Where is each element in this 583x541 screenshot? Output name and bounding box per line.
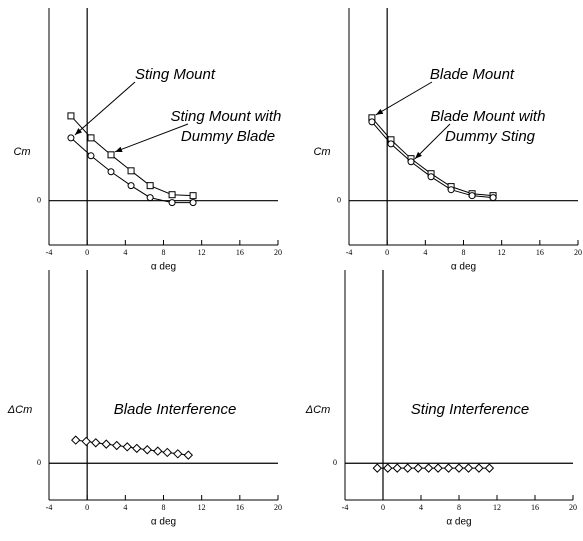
y-axis-label: Cm bbox=[313, 146, 330, 158]
x-tick-label: 20 bbox=[274, 248, 282, 257]
x-tick-label: -4 bbox=[46, 248, 53, 257]
x-axis-label: α deg bbox=[446, 517, 471, 528]
marker-diamond bbox=[392, 463, 402, 473]
x-tick-label: 0 bbox=[385, 248, 389, 257]
marker-circle bbox=[468, 192, 476, 200]
y-axis-label: Cm bbox=[13, 146, 30, 158]
x-axis-label: α deg bbox=[151, 262, 176, 273]
legend-arrow bbox=[114, 123, 189, 153]
x-tick-label: 8 bbox=[457, 503, 461, 512]
marker-circle bbox=[168, 199, 176, 207]
marker-diamond bbox=[423, 463, 434, 473]
x-tick-label: 16 bbox=[236, 503, 244, 512]
marker-square bbox=[107, 151, 115, 159]
marker-circle bbox=[447, 186, 455, 194]
marker-square bbox=[87, 134, 95, 142]
x-tick-label: 4 bbox=[123, 248, 127, 257]
marker-diamond bbox=[463, 463, 474, 473]
marker-diamond bbox=[433, 463, 443, 473]
marker-circle bbox=[67, 134, 75, 142]
x-tick-label: 16 bbox=[236, 248, 244, 257]
y-tick-label: 0 bbox=[37, 458, 41, 467]
marker-diamond bbox=[112, 440, 122, 451]
marker-diamond bbox=[91, 438, 101, 448]
legend-arrow bbox=[375, 81, 433, 116]
marker-diamond bbox=[454, 463, 464, 473]
marker-square bbox=[189, 192, 197, 200]
x-tick-label: 12 bbox=[493, 503, 501, 512]
marker-diamond bbox=[71, 435, 81, 445]
marker-diamond bbox=[142, 445, 152, 455]
marker-square bbox=[168, 191, 176, 199]
marker-circle bbox=[368, 118, 376, 126]
marker-diamond bbox=[474, 463, 484, 473]
marker-diamond bbox=[153, 446, 163, 456]
x-tick-label: 8 bbox=[162, 503, 166, 512]
marker-circle bbox=[427, 173, 435, 181]
marker-circle bbox=[387, 140, 395, 148]
marker-diamond bbox=[484, 463, 495, 473]
x-tick-label: -4 bbox=[342, 503, 349, 512]
marker-diamond bbox=[183, 450, 194, 460]
x-tick-label: 8 bbox=[162, 248, 166, 257]
legend-arrow bbox=[74, 81, 136, 136]
x-tick-label: 16 bbox=[536, 248, 544, 257]
marker-diamond bbox=[132, 443, 142, 454]
marker-diamond bbox=[81, 436, 91, 447]
legend-label: Blade Mount bbox=[430, 66, 515, 83]
x-tick-label: 0 bbox=[85, 503, 89, 512]
x-tick-label: 20 bbox=[569, 503, 577, 512]
y-axis-label: ΔCm bbox=[305, 404, 331, 416]
marker-diamond bbox=[162, 447, 173, 458]
marker-circle bbox=[87, 152, 95, 160]
x-axis-label: α deg bbox=[151, 517, 176, 528]
legend-label: Sting Mount with Dummy Blade bbox=[170, 108, 285, 145]
marker-diamond bbox=[402, 463, 413, 473]
x-tick-label: 4 bbox=[123, 503, 127, 512]
x-tick-label: 4 bbox=[419, 503, 423, 512]
x-tick-label: 12 bbox=[198, 248, 206, 257]
x-tick-label: 12 bbox=[198, 503, 206, 512]
x-tick-label: 16 bbox=[531, 503, 539, 512]
legend-label: Sting Mount bbox=[135, 66, 216, 83]
x-axis-label: α deg bbox=[451, 262, 476, 273]
marker-square bbox=[127, 167, 135, 175]
marker-square bbox=[67, 112, 75, 120]
annotation: Blade Interference bbox=[114, 401, 237, 418]
x-tick-label: 20 bbox=[574, 248, 582, 257]
marker-diamond bbox=[413, 463, 423, 473]
annotation: Sting Interference bbox=[411, 401, 529, 418]
x-tick-label: 8 bbox=[462, 248, 466, 257]
marker-circle bbox=[489, 194, 497, 202]
marker-circle bbox=[146, 194, 154, 202]
legend-arrow bbox=[414, 123, 451, 160]
x-tick-label: 4 bbox=[423, 248, 427, 257]
marker-square bbox=[146, 182, 154, 190]
x-tick-label: 0 bbox=[85, 248, 89, 257]
y-axis-label: ΔCm bbox=[7, 404, 33, 416]
marker-circle bbox=[407, 158, 415, 166]
y-tick-label: 0 bbox=[37, 196, 41, 205]
y-tick-label: 0 bbox=[333, 458, 337, 467]
marker-circle bbox=[127, 182, 135, 190]
legend-label: Blade Mount with Dummy Sting bbox=[430, 108, 549, 145]
marker-diamond bbox=[443, 463, 454, 473]
marker-diamond bbox=[173, 449, 183, 459]
marker-circle bbox=[107, 168, 115, 176]
marker-circle bbox=[189, 199, 197, 207]
x-tick-label: 0 bbox=[381, 503, 385, 512]
y-tick-label: 0 bbox=[337, 196, 341, 205]
marker-diamond bbox=[122, 442, 132, 452]
x-tick-label: 20 bbox=[274, 503, 282, 512]
x-tick-label: 12 bbox=[498, 248, 506, 257]
marker-diamond bbox=[383, 463, 393, 473]
marker-diamond bbox=[372, 463, 383, 473]
marker-diamond bbox=[101, 439, 111, 449]
x-tick-label: -4 bbox=[346, 248, 353, 257]
x-tick-label: -4 bbox=[46, 503, 53, 512]
